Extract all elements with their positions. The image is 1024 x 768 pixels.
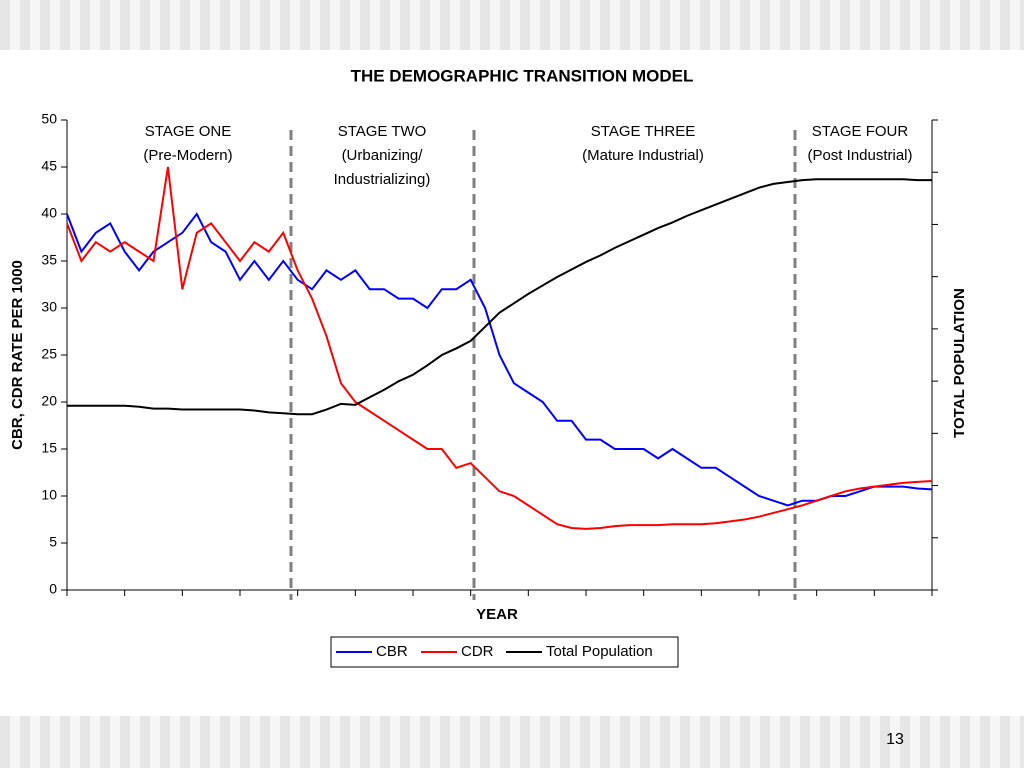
stage-label: (Post Industrial) [807, 147, 912, 164]
stage-label: Industrializing) [334, 171, 431, 188]
y-tick-label: 0 [49, 581, 57, 597]
y-tick-label: 50 [41, 111, 57, 127]
chart-title: THE DEMOGRAPHIC TRANSITION MODEL [351, 66, 694, 85]
y-tick-label: 35 [41, 252, 57, 268]
y-tick-label: 15 [41, 440, 57, 456]
stage-label: (Urbanizing/ [342, 147, 424, 164]
y-tick-label: 45 [41, 158, 57, 174]
stage-label: STAGE FOUR [812, 123, 909, 140]
stage-label: (Mature Industrial) [582, 147, 704, 164]
y-axis-label: CBR, CDR RATE PER 1000 [9, 260, 26, 450]
y-tick-label: 30 [41, 299, 57, 315]
legend-box [330, 636, 679, 668]
y-tick-label: 40 [41, 205, 57, 221]
series-line [67, 178, 932, 416]
x-axis-label: YEAR [476, 606, 518, 623]
legend-label: Total Population [546, 643, 653, 660]
bottom-band [0, 716, 1024, 768]
y-tick-label: 10 [41, 487, 57, 503]
stage-label: STAGE ONE [145, 123, 231, 140]
top-band [0, 0, 1024, 50]
series-line [66, 166, 933, 530]
y-tick-label: 25 [41, 346, 57, 362]
stage-label: (Pre-Modern) [143, 147, 232, 164]
stage-label: STAGE THREE [591, 123, 695, 140]
stage-label: STAGE TWO [338, 123, 427, 140]
series-line [66, 212, 933, 507]
legend-label: CDR [461, 643, 494, 660]
slide-number: 13 [886, 731, 904, 748]
legend-label: CBR [376, 643, 408, 660]
y-tick-label: 20 [41, 393, 57, 409]
y-tick-label: 5 [49, 534, 57, 550]
y2-axis-label: TOTAL POPULATION [951, 288, 968, 438]
